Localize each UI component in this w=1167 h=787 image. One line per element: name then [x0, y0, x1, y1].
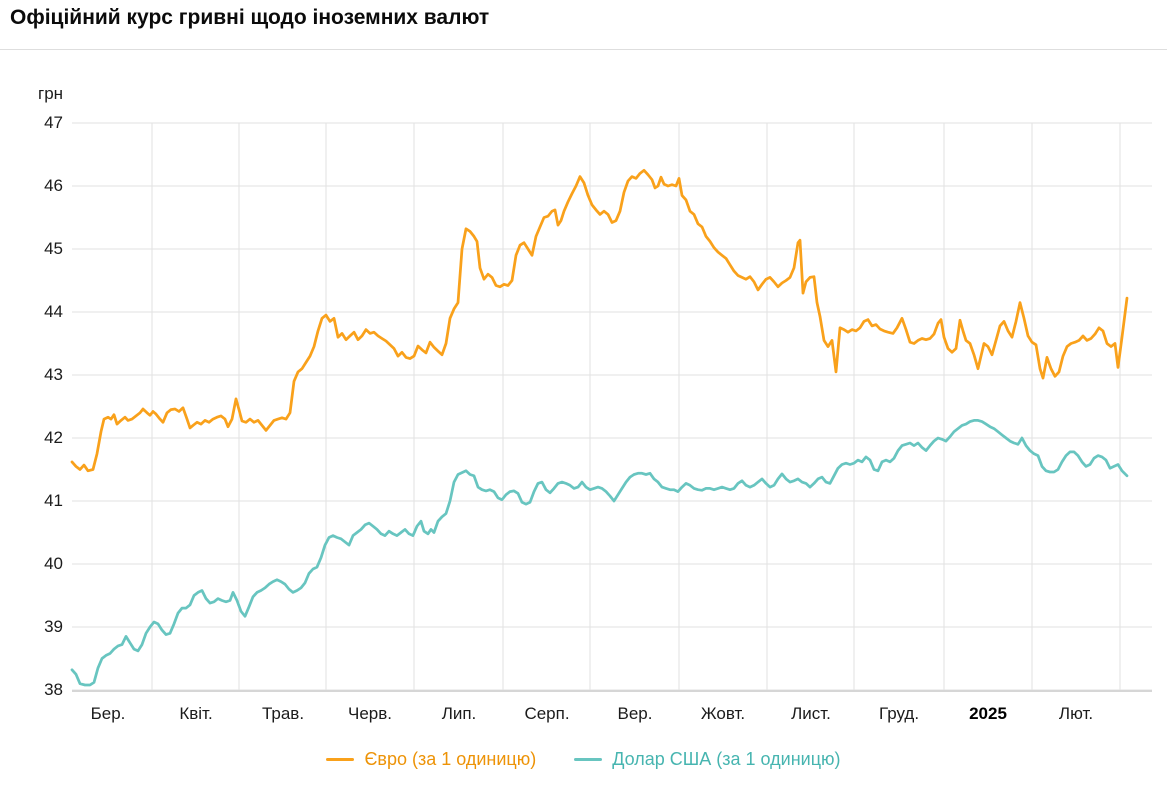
- y-tick-label: 46: [44, 176, 63, 195]
- legend-label: Євро (за 1 одиницю): [364, 749, 537, 769]
- x-tick-label: Серп.: [524, 704, 570, 723]
- y-tick-label: 44: [44, 302, 63, 321]
- x-tick-label: Бер.: [90, 704, 126, 723]
- page-title: Офіційний курс гривні щодо іноземних вал…: [10, 6, 490, 29]
- x-tick-label: Черв.: [348, 704, 392, 723]
- title-divider: [0, 49, 1167, 50]
- y-tick-label: 42: [44, 428, 63, 447]
- y-tick-label: 43: [44, 365, 63, 384]
- x-tick-label: Вер.: [617, 704, 653, 723]
- x-tick-label: Лист.: [791, 704, 831, 723]
- usd-rate-line[interactable]: [70, 419, 1129, 687]
- x-tick-label: Трав.: [261, 704, 305, 723]
- x-tick-label: Квіт.: [179, 704, 213, 723]
- legend-item-usd[interactable]: Долар США (за 1 одиницю): [574, 749, 841, 770]
- y-tick-label: 45: [44, 239, 63, 258]
- legend-label: Долар США (за 1 одиницю): [612, 749, 841, 769]
- euro-rate-line[interactable]: [70, 168, 1129, 473]
- y-tick-label: 41: [44, 491, 63, 510]
- y-tick-label: 40: [44, 554, 63, 573]
- y-tick-label: 39: [44, 617, 63, 636]
- x-tick-label: 2025: [969, 704, 1007, 723]
- chart-legend: Євро (за 1 одиницю) Долар США (за 1 одини…: [0, 749, 1167, 770]
- x-tick-label: Лют.: [1058, 704, 1094, 723]
- y-tick-label: 38: [44, 680, 63, 699]
- x-tick-label: Груд.: [878, 704, 920, 723]
- x-tick-label: Лип.: [441, 704, 477, 723]
- y-axis-unit-label: грн: [38, 84, 64, 103]
- legend-item-euro[interactable]: Євро (за 1 одиницю): [326, 749, 536, 770]
- x-tick-label: Жовт.: [700, 704, 746, 723]
- y-tick-label: 47: [44, 113, 63, 132]
- euro-line-swatch-icon: [326, 757, 355, 762]
- usd-line-swatch-icon: [574, 757, 603, 762]
